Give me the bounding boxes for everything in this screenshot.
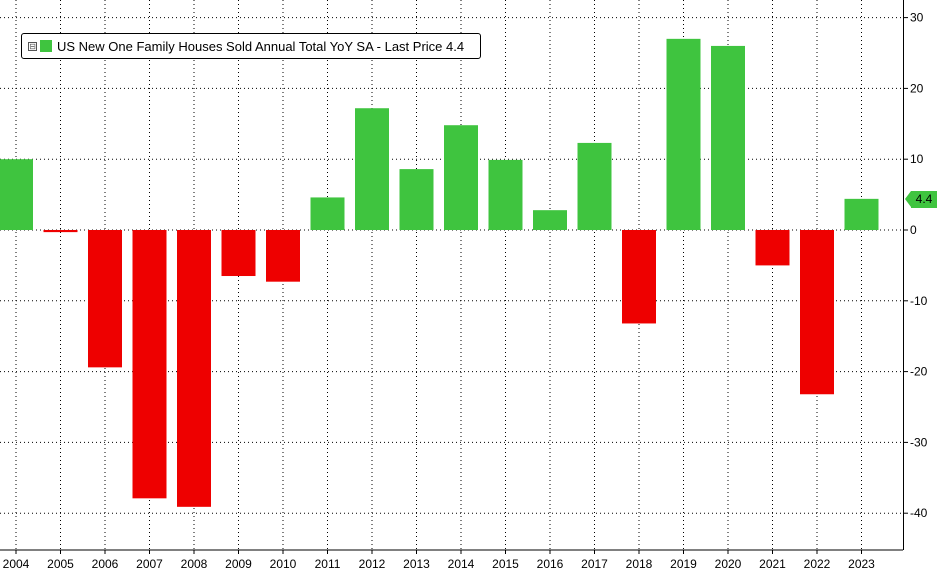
bar xyxy=(43,230,78,233)
bar xyxy=(310,197,345,230)
y-tick-label: -40 xyxy=(910,506,928,520)
bar xyxy=(666,38,701,231)
legend-toggle-icon[interactable]: ⊟ xyxy=(28,41,37,51)
x-tick-label: 2014 xyxy=(448,557,475,571)
x-tick-label: 2005 xyxy=(47,557,74,571)
bar xyxy=(533,210,567,230)
bar xyxy=(0,159,33,230)
x-tick-label: 2006 xyxy=(92,557,119,571)
x-tick-label: 2019 xyxy=(670,557,697,571)
y-tick-label: -10 xyxy=(910,294,928,308)
bar xyxy=(266,230,300,282)
bar xyxy=(399,169,434,230)
bar xyxy=(711,45,745,230)
x-tick-label: 2011 xyxy=(315,557,341,571)
x-tick-label: 2022 xyxy=(804,557,831,571)
bar xyxy=(177,230,211,507)
x-tick-label: 2009 xyxy=(225,557,252,571)
bar xyxy=(221,230,256,277)
bar xyxy=(577,142,612,230)
x-tick-label: 2020 xyxy=(715,557,742,571)
x-tick-label: 2018 xyxy=(626,557,653,571)
legend[interactable]: ⊟ US New One Family Houses Sold Annual T… xyxy=(21,33,481,59)
bar xyxy=(355,108,389,230)
y-tick-label: -20 xyxy=(910,365,928,379)
x-axis: 2004 2005 2006 2007 2008 2009 2010 2011 2012 2013… xyxy=(0,549,903,571)
bar xyxy=(132,230,167,499)
legend-swatch xyxy=(40,40,52,52)
bar xyxy=(755,230,790,266)
x-tick-label: 2012 xyxy=(359,557,386,571)
y-tick-label: 10 xyxy=(910,152,924,166)
bar xyxy=(88,230,122,368)
y-tick-label: 30 xyxy=(910,11,924,25)
last-price-badge: 4.4 xyxy=(905,191,937,208)
x-tick-label: 2016 xyxy=(537,557,564,571)
bar xyxy=(622,230,656,324)
x-tick-label: 2004 xyxy=(3,557,30,571)
bars-group xyxy=(0,38,879,507)
bar xyxy=(488,159,523,230)
x-tick-label: 2007 xyxy=(136,557,163,571)
bar xyxy=(444,125,478,230)
x-tick-label: 2013 xyxy=(403,557,430,571)
bar xyxy=(844,198,879,230)
legend-label: US New One Family Houses Sold Annual Tot… xyxy=(57,38,465,54)
x-tick-label: 2017 xyxy=(581,557,608,571)
x-tick-label: 2008 xyxy=(181,557,208,571)
x-tick-label: 2015 xyxy=(492,557,519,571)
y-axis: 30 20 10 0 -10 -20 -30 -40 xyxy=(903,0,928,550)
grid-lines xyxy=(0,0,903,550)
x-tick-label: 2023 xyxy=(848,557,875,571)
bar xyxy=(800,230,834,395)
x-tick-label: 2010 xyxy=(270,557,297,571)
x-tick-label: 2021 xyxy=(759,557,786,571)
y-tick-label: 0 xyxy=(910,223,917,237)
y-tick-label: -30 xyxy=(910,435,928,449)
y-tick-label: 20 xyxy=(910,81,924,95)
